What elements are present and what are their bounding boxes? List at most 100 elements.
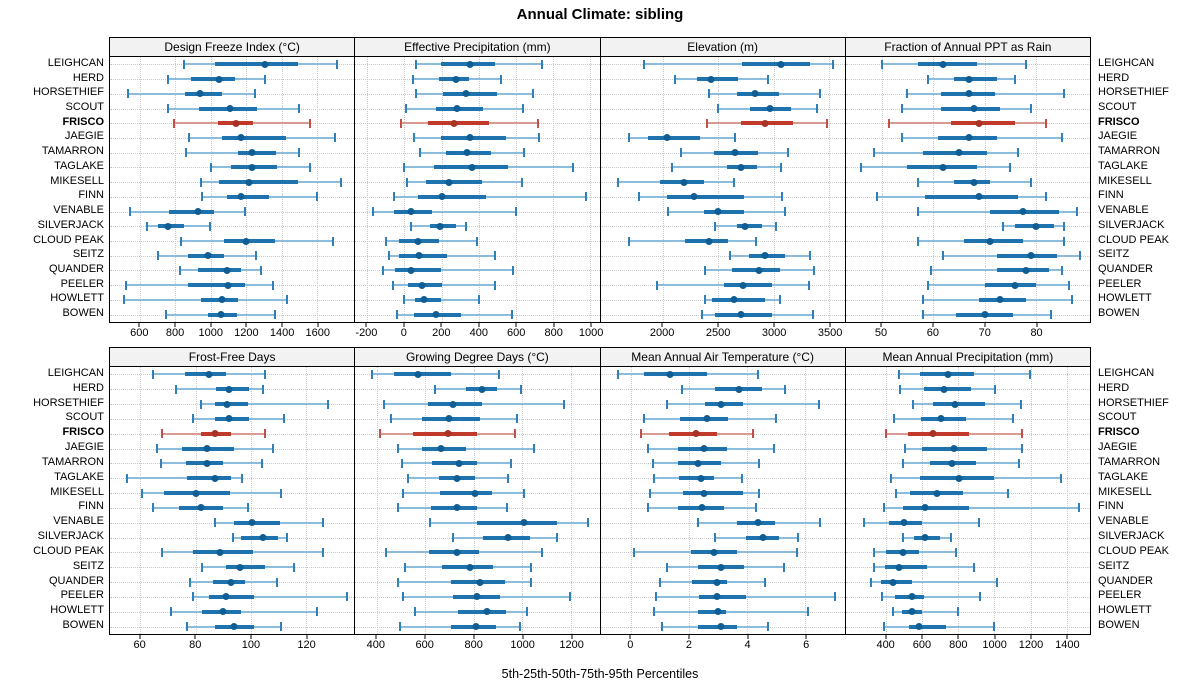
gridline-vertical: [473, 367, 475, 634]
interquartile-bar: [209, 594, 254, 599]
whisker-line: [870, 581, 998, 584]
whisker-cap-high: [978, 518, 981, 528]
site-label-horsethief: HORSETHIEF: [1098, 86, 1169, 99]
whisker-cap-low: [414, 607, 417, 617]
median-dot: [225, 415, 233, 423]
whisker-cap-high: [477, 295, 480, 305]
whisker-cap-high: [808, 280, 811, 290]
median-dot: [717, 563, 725, 571]
x-axis: 0 2 4 6: [600, 635, 846, 653]
axis-tick-label: 600: [507, 327, 526, 339]
whisker-cap-low: [653, 607, 656, 617]
median-dot: [761, 252, 769, 260]
site-label-tamarron: TAMARRON: [1098, 455, 1161, 468]
whisker-cap-low: [882, 503, 885, 513]
panel-title: Effective Precipitation (mm): [355, 38, 600, 57]
gridline-vertical: [246, 57, 248, 322]
site-label-frisco: FRISCO: [1098, 426, 1140, 439]
whisker-cap-low: [647, 503, 650, 513]
whisker-cap-low: [126, 89, 129, 99]
site-label-herd: HERD: [72, 71, 104, 84]
interquartile-bar: [703, 209, 744, 214]
whisker-cap-high: [979, 592, 982, 602]
whisker-cap-high: [585, 192, 588, 202]
whisker-cap-high: [755, 503, 758, 513]
interquartile-bar: [723, 283, 773, 288]
whisker-line: [654, 610, 809, 613]
whisker-cap-low: [178, 265, 181, 275]
whisker-cap-high: [263, 74, 266, 84]
panel-frame: Design Freeze Index (°C): [109, 37, 356, 323]
median-dot: [203, 445, 211, 453]
whisker-cap-high: [1028, 369, 1031, 379]
gridline-horizontal: [845, 537, 1090, 539]
axis-tick-label: 1000: [578, 327, 604, 339]
median-dot: [680, 178, 688, 186]
median-dot: [717, 400, 725, 408]
whisker-cap-high: [335, 59, 338, 69]
whisker-cap-low: [627, 133, 630, 143]
whisker-cap-low: [916, 207, 919, 217]
site-label-silverjack: SILVERJACK: [1098, 530, 1165, 543]
whisker-line: [930, 269, 1062, 272]
median-dot: [218, 296, 226, 304]
gridline-vertical: [984, 57, 986, 322]
median-dot: [415, 252, 423, 260]
whisker-cap-high: [260, 265, 263, 275]
whisker-cap-high: [1014, 74, 1017, 84]
whisker-cap-high: [498, 369, 501, 379]
whisker-cap-low: [403, 562, 406, 572]
axis-tick-label: 800: [464, 639, 483, 651]
whisker-cap-low: [167, 74, 170, 84]
median-dot: [895, 563, 903, 571]
panel-growing-degree-days-c: Growing Degree Days (°C) 400 600 800 1000 120…: [354, 347, 601, 653]
axis-tick-label: 4: [744, 639, 751, 651]
whisker-line: [383, 269, 514, 272]
site-label-mikesell: MIKESELL: [1098, 485, 1152, 498]
median-dot: [483, 608, 491, 616]
whisker-cap-low: [187, 133, 190, 143]
whisker-cap-low: [638, 192, 641, 202]
whisker-line: [393, 284, 496, 287]
whisker-cap-low: [927, 280, 930, 290]
median-dot: [700, 445, 708, 453]
axis-tick-label: 2500: [705, 327, 731, 339]
site-label-herd: HERD: [1098, 381, 1130, 394]
whisker-cap-low: [705, 118, 708, 128]
site-label-horsethief: HORSETHIEF: [33, 86, 104, 99]
gridline-vertical: [590, 57, 592, 322]
whisker-cap-high: [992, 622, 995, 632]
median-dot: [164, 222, 172, 230]
chart-title: Annual Climate: sibling: [516, 6, 684, 23]
site-label-leighcan: LEIGHCAN: [1098, 56, 1155, 69]
interquartile-bar: [984, 283, 1036, 288]
whisker-cap-low: [680, 384, 683, 394]
whisker-cap-high: [1017, 148, 1019, 158]
median-dot: [965, 75, 973, 83]
whisker-cap-low: [382, 399, 385, 409]
axis-tick-label: 400: [876, 639, 895, 651]
whisker-cap-low: [398, 622, 401, 632]
site-label-scout: SCOUT: [65, 411, 105, 424]
whisker-cap-low: [397, 503, 400, 513]
gridline-vertical: [250, 367, 252, 634]
whisker-cap-low: [160, 458, 163, 468]
median-dot: [908, 608, 916, 616]
whisker-cap-high: [784, 384, 787, 394]
site-label-tamarron: TAMARRON: [41, 145, 104, 158]
interquartile-bar: [393, 372, 451, 377]
median-dot: [737, 311, 745, 319]
gridline-vertical: [140, 57, 142, 322]
median-dot: [455, 459, 463, 467]
axis-tick-label: 1200: [1018, 639, 1044, 651]
interquartile-bar: [190, 77, 235, 82]
whisker-cap-high: [754, 236, 757, 246]
whisker-cap-low: [716, 104, 719, 114]
median-dot: [462, 90, 470, 98]
whisker-cap-high: [1050, 310, 1053, 320]
interquartile-bar: [225, 565, 265, 570]
whisker-cap-low: [670, 162, 673, 172]
whisker-line: [404, 298, 479, 301]
median-dot: [197, 504, 205, 512]
axis-tick-label: 1000: [982, 639, 1007, 651]
